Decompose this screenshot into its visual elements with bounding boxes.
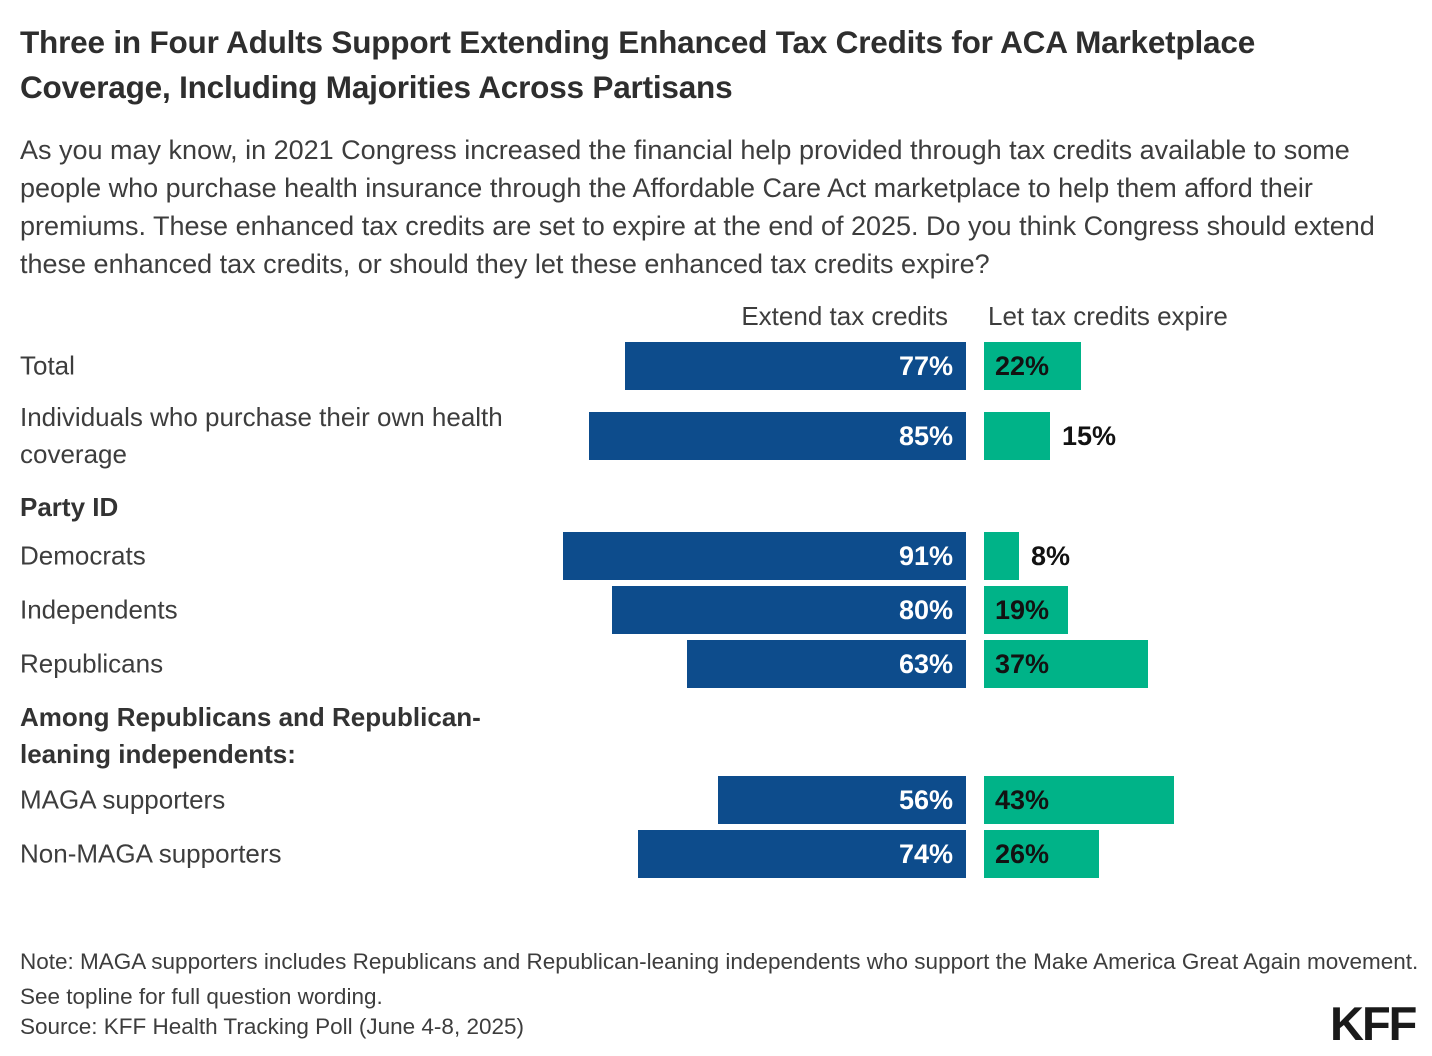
row-label-maga-supporters: MAGA supporters	[20, 784, 226, 815]
extend-bar-independents: 80%	[612, 586, 966, 634]
expire-bar-maga-supporters: 43%	[984, 776, 1174, 824]
extend-value-democrats: 91%	[898, 540, 953, 571]
kff-logo: KFF	[1330, 997, 1417, 1050]
expire-bar-independents: 19%	[984, 586, 1068, 634]
extend-bar-republicans: 63%	[687, 640, 966, 688]
expire-bar-republicans: 37%	[984, 640, 1148, 688]
expire-group-democrats: 8%	[984, 532, 1070, 580]
chart-row-democrats: Democrats 91% 8%	[0, 532, 1432, 580]
extend-value-republicans: 63%	[898, 648, 953, 679]
expire-bar-individual-purchasers	[984, 412, 1050, 460]
chart-source: Source: KFF Health Tracking Poll (June 4…	[20, 1014, 524, 1039]
row-label-democrats: Democrats	[20, 540, 146, 571]
chart-row-independents: Independents 80% 19%	[0, 586, 1432, 634]
row-label-independents: Independents	[20, 594, 178, 625]
row-label-non-maga-supporters: Non-MAGA supporters	[20, 838, 282, 869]
expire-group-individual-purchasers: 15%	[984, 412, 1116, 460]
expire-value-maga-supporters: 43%	[995, 784, 1050, 815]
expire-bar-democrats	[984, 532, 1019, 580]
chart-row-republicans: Republicans 63% 37%	[0, 640, 1432, 688]
extend-bar-individual-purchasers: 85%	[589, 412, 966, 460]
expire-group-non-maga-supporters: 26%	[984, 830, 1099, 878]
chart-row-non-maga-supporters: Non-MAGA supporters 74% 26%	[0, 830, 1432, 878]
extend-value-individual-purchasers: 85%	[898, 420, 953, 451]
section-heading-party-id: Party ID	[20, 492, 119, 522]
row-label-total: Total	[20, 350, 75, 381]
chart-row-maga-supporters: MAGA supporters 56% 43%	[0, 776, 1432, 824]
extend-value-non-maga-supporters: 74%	[898, 838, 953, 869]
extend-bar-maga-supporters: 56%	[718, 776, 966, 824]
row-label-republicans: Republicans	[20, 648, 164, 679]
expire-group-republicans: 37%	[984, 640, 1148, 688]
extend-value-maga-supporters: 56%	[898, 784, 953, 815]
extend-bar-non-maga-supporters: 74%	[638, 830, 966, 878]
extend-bar-total: 77%	[625, 342, 966, 390]
expire-value-non-maga-supporters: 26%	[995, 838, 1050, 869]
expire-group-total: 22%	[984, 342, 1081, 390]
expire-bar-non-maga-supporters: 26%	[984, 830, 1099, 878]
column-header-extend: Extend tax credits	[741, 301, 948, 331]
chart-row-total: Total 77% 22%	[0, 342, 1432, 390]
extend-value-total: 77%	[898, 350, 953, 381]
expire-group-maga-supporters: 43%	[984, 776, 1174, 824]
extend-bar-democrats: 91%	[563, 532, 966, 580]
chart-question-text: As you may know, in 2021 Congress increa…	[20, 135, 1375, 279]
expire-value-total: 22%	[995, 350, 1050, 381]
section-heading-among-republicans: Among Republicans and Republican-leaning…	[20, 702, 481, 769]
extend-value-independents: 80%	[898, 594, 953, 625]
row-label-individual-purchasers: Individuals who purchase their own healt…	[20, 402, 503, 469]
expire-group-independents: 19%	[984, 586, 1068, 634]
expire-value-democrats: 8%	[1031, 540, 1071, 571]
chart-row-individual-purchasers: Individuals who purchase their own healt…	[0, 402, 1432, 469]
chart-title: Three in Four Adults Support Extending E…	[20, 24, 1256, 105]
expire-bar-total: 22%	[984, 342, 1081, 390]
column-header-expire: Let tax credits expire	[988, 301, 1228, 331]
expire-value-republicans: 37%	[995, 648, 1050, 679]
expire-value-individual-purchasers: 15%	[1062, 420, 1117, 451]
expire-value-independents: 19%	[995, 594, 1050, 625]
chart-note: Note: MAGA supporters includes Republica…	[20, 949, 1419, 1009]
